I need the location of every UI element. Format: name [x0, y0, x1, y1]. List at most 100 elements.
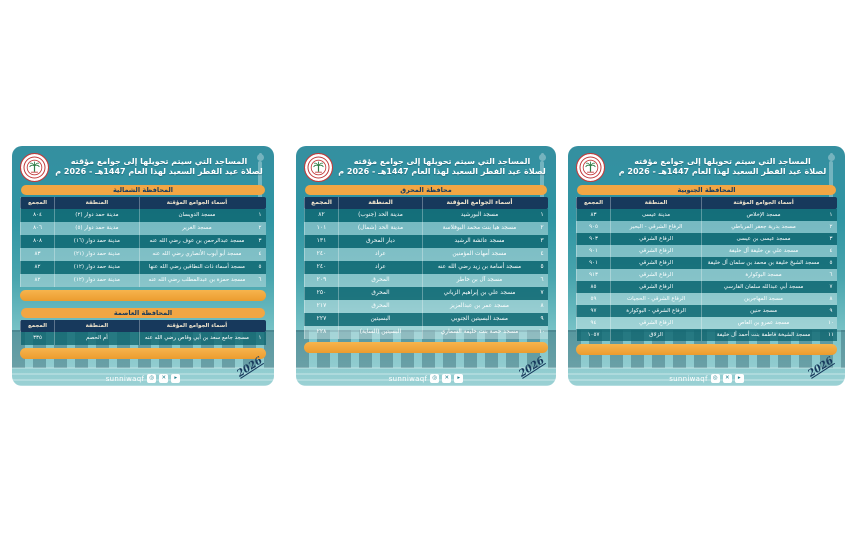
card-header: المساجد التي سيتم تحويلها إلى جوامع مؤقت… [20, 151, 266, 183]
cell-area: مدينة حمد دوار (١٢) [54, 274, 139, 287]
cell-row-number: ٣ [829, 235, 833, 242]
cell-block: ٩٠١ [576, 245, 610, 257]
title-line-2: لصلاة عيد الفطر السعيد لهذا العام 1447هـ… [618, 167, 827, 176]
cell-area: مدينة الحد (جنوب) [338, 209, 422, 222]
table-row: ١٠ مسجد عمرو بن العاص الرفاع الشرقي ٩٤ [576, 317, 837, 329]
cell-row-number: ٤ [258, 251, 262, 258]
cell-mosque-name: مسجد آل بن خاطر [421, 274, 536, 287]
cell-mosque-name: مسجد عيسى بن عيسى [701, 233, 825, 245]
cell-row-number: ٥ [829, 259, 833, 266]
cell-row-number: ٦ [829, 271, 833, 278]
cell-mosque-name: مسجد أبي عبدالله سلمان الفارسي [701, 281, 825, 293]
x-icon[interactable]: ✕ [442, 374, 452, 383]
cell-row-number: ١٠ [538, 329, 546, 336]
minaret-silhouette-icon [255, 151, 265, 199]
instagram-icon[interactable]: ◎ [710, 374, 720, 383]
cell-mosque-name: مسجد الغرير [138, 222, 254, 235]
cell-block: ٢٢٨ [304, 326, 338, 339]
title-line-2: لصلاة عيد الفطر السعيد لهذا العام 1447هـ… [55, 167, 263, 176]
water-photo [296, 367, 556, 386]
cell-row-number: ٦ [258, 277, 262, 284]
cell-area: الرفاع الشرقي - البوكوارة [610, 305, 701, 317]
title-line-1: المساجد التي سيتم تحويلها إلى جوامع مؤقت… [70, 156, 248, 166]
cell-mosque-name: مسجد الدويسان [138, 209, 254, 222]
table-rows: ١ مسجد الدويسان مدينة حمد دوار (٢) ٨٠٤ ٢ مسجد… [20, 209, 266, 287]
brand-row: sunniwaqf ◎ ✕ ▸ [296, 374, 556, 383]
tables-container: المحافظة الجنوبية أسماء الجوامع المؤقتة ال… [576, 185, 837, 355]
cell-row-number: ١ [829, 211, 833, 218]
x-icon[interactable]: ✕ [722, 374, 732, 383]
cell-area: الرفاع الشرقي - البحير [610, 221, 701, 233]
water-photo [12, 367, 274, 386]
cell-mosque-name: مسجد أسامة بن زيد رضي الله عنه [421, 261, 536, 274]
table-rows: ١ مسجد الإخلاص مدينة عيسى ٨٣ ٢ مسجد بدرية جعف… [576, 209, 837, 341]
header-row-number [254, 320, 266, 332]
youtube-icon[interactable]: ▸ [171, 374, 181, 383]
header-block: المجمع [20, 197, 54, 209]
cell-mosque-name: مسجد حنين [701, 305, 825, 317]
cell-area: المحرق [338, 274, 422, 287]
brand-label: sunniwaqf [105, 374, 145, 383]
table-row: ٩ مسجد البسيتين الجنوبي البسيتين ٢٢٧ [304, 313, 548, 326]
governorate-section: محافظة المحرق أسماء الجوامع المؤقتة المنطق… [304, 185, 548, 353]
governorate-section: المحافظة العاصمة أسماء الجوامع المؤقتة الم… [20, 308, 266, 359]
header-area: المنطقة [338, 197, 422, 209]
cell-area: الرفاع الشرقي [610, 269, 701, 281]
governorate-banner: المحافظة الشمالية [21, 185, 265, 195]
cell-block: ٩٠٣ [576, 233, 610, 245]
tables-container: محافظة المحرق أسماء الجوامع المؤقتة المنطق… [304, 185, 548, 353]
cell-area: عراد [338, 261, 422, 274]
instagram-icon[interactable]: ◎ [147, 374, 157, 383]
governorate-banner: المحافظة الجنوبية [577, 185, 836, 195]
section-footer-bar [20, 290, 266, 301]
cell-area: الرفاع الشرقي [610, 257, 701, 269]
table-row: ٨ مسجد المهاجرين الرفاع الشرقي - الحجيات ٥٩ [576, 293, 837, 305]
cell-area: ديار المحرق [338, 235, 422, 248]
cell-block: ٨٢ [20, 274, 54, 287]
cell-row-number: ٦ [540, 277, 544, 284]
table-rows: ١ مسجد جامع سعد بن أبي وقاص رضي الله عنه أ… [20, 332, 266, 345]
table-row: ١ مسجد الإخلاص مدينة عيسى ٨٣ [576, 209, 837, 221]
cell-row-number: ٥ [258, 264, 262, 271]
table-row: ٢ مسجد هيا بنت محمد البوفلاسة مدينة الحد (… [304, 222, 548, 235]
cell-area: مدينة الحد (شمال) [338, 222, 422, 235]
table-row: ٣ مسجد عائشة الرشيد ديار المحرق ١٣١ [304, 235, 548, 248]
cell-mosque-name: مسجد عمرو بن العاص [701, 317, 825, 329]
governorate-banner: المحافظة العاصمة [21, 308, 265, 318]
table-row: ٢ مسجد الغرير مدينة حمد دوار (٥) ٨٠٦ [20, 222, 266, 235]
governorate-banner: محافظة المحرق [305, 185, 547, 195]
table-row: ٨ مسجد عمر بن عبدالعزيز المحرق ٢١٧ [304, 300, 548, 313]
table-rows: ١ مسجد البورشيد مدينة الحد (جنوب) ٨٢ ٢ مسجد ه… [304, 209, 548, 339]
cell-block: ٢٠٩ [304, 274, 338, 287]
cell-row-number: ٣ [258, 238, 262, 245]
cell-area: البسيتين [338, 313, 422, 326]
cell-area: أم الحصم [54, 332, 139, 345]
cell-block: ٩٤ [576, 317, 610, 329]
x-icon[interactable]: ✕ [159, 374, 169, 383]
card-title: المساجد التي سيتم تحويلها إلى جوامع مؤقت… [608, 157, 837, 178]
minaret-silhouette-icon [826, 151, 836, 199]
header-area: المنطقة [610, 197, 701, 209]
cell-mosque-name: مسجد عمر بن عبدالعزيز [421, 300, 536, 313]
governorate-panel-muharraq: المساجد التي سيتم تحويلها إلى جوامع مؤقت… [296, 146, 556, 386]
cell-row-number: ١ [258, 335, 262, 342]
instagram-icon[interactable]: ◎ [430, 374, 440, 383]
cell-block: ٥٩ [576, 293, 610, 305]
table-row: ٥ مسجد أسامة بن زيد رضي الله عنه عراد ٢٤٠ [304, 261, 548, 274]
governorate-panel-northern: المساجد التي سيتم تحويلها إلى جوامع مؤقت… [12, 146, 274, 386]
header-row-number [825, 197, 837, 209]
table-row: ٣ مسجد عبدالرحمن بن عوف رضي الله عنه مدينة… [20, 235, 266, 248]
cell-mosque-name: مسجد البوكوارة [701, 269, 825, 281]
header-block: المجمع [20, 320, 54, 332]
cell-mosque-name: مسجد عبدالرحمن بن عوف رضي الله عنه [138, 235, 254, 248]
governorate-section: المحافظة الجنوبية أسماء الجوامع المؤقتة ال… [576, 185, 837, 355]
cell-row-number: ١٠ [828, 319, 834, 326]
header-row-number [536, 197, 548, 209]
cell-block: ٨٠٦ [20, 222, 54, 235]
cell-block: ١٠١ [304, 222, 338, 235]
youtube-icon[interactable]: ▸ [454, 374, 464, 383]
youtube-icon[interactable]: ▸ [734, 374, 744, 383]
cell-row-number: ٥ [540, 264, 544, 271]
cell-block: ٣٣٥ [20, 332, 54, 345]
